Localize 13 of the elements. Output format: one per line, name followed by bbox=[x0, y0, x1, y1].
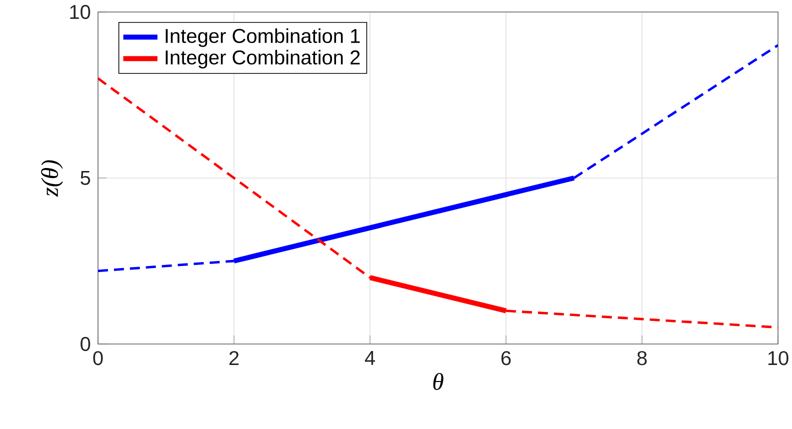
x-tick-label: 0 bbox=[93, 351, 103, 366]
y-tick-label: 10 bbox=[70, 4, 90, 20]
legend-label: Integer Combination 1 bbox=[166, 28, 360, 47]
y-axis-title: z(θ) bbox=[41, 160, 63, 197]
x-tick-label: 6 bbox=[501, 351, 511, 366]
y-tick-label: 5 bbox=[80, 171, 90, 185]
x-tick-label: 8 bbox=[637, 351, 647, 366]
legend-label: Integer Combination 2 bbox=[166, 50, 360, 68]
x-tick-label: 4 bbox=[364, 351, 375, 365]
y-tick-label: 0 bbox=[80, 336, 90, 352]
x-tick-label: 10 bbox=[768, 351, 788, 366]
x-tick-label: 2 bbox=[229, 351, 239, 366]
x-axis-title: θ bbox=[433, 372, 444, 390]
